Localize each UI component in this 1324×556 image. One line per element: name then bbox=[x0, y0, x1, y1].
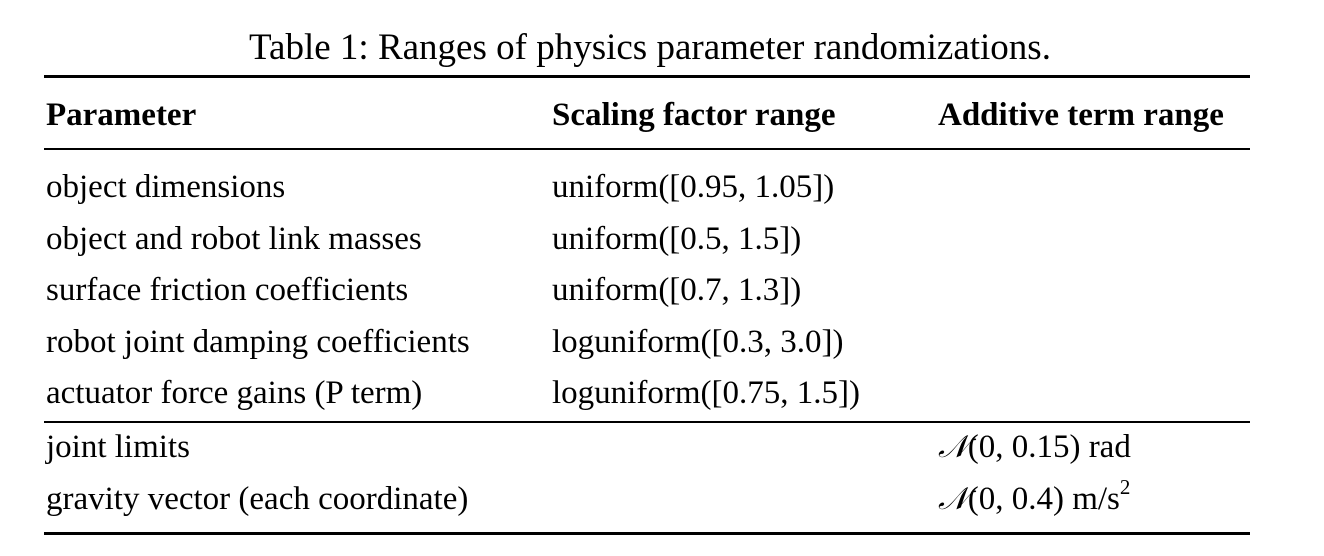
bottom-rule bbox=[44, 532, 1250, 535]
table-row-3-parameter: robot joint damping coefficients bbox=[46, 324, 470, 360]
header-parameter: Parameter bbox=[46, 97, 197, 133]
table-row-2-scaling: uniform([0.7, 1.3]) bbox=[552, 272, 802, 308]
table-row-6-parameter: gravity vector (each coordinate) bbox=[46, 481, 469, 517]
table-row-0-scaling: uniform([0.95, 1.05]) bbox=[552, 169, 835, 205]
normal-distribution-args: (0, 0.4) bbox=[967, 481, 1064, 517]
table-row-3-scaling: loguniform([0.3, 3.0]) bbox=[552, 324, 844, 360]
normal-distribution-args: (0, 0.15) bbox=[967, 429, 1081, 465]
table-row-5-additive: 𝒩(0, 0.15) rad bbox=[938, 425, 1131, 469]
mid-rule bbox=[44, 421, 1250, 423]
additive-unit: rad bbox=[1088, 429, 1131, 465]
table-row-0-parameter: object dimensions bbox=[46, 169, 286, 205]
top-rule bbox=[44, 75, 1250, 78]
additive-unit: m/s bbox=[1072, 481, 1120, 517]
table-row-4-parameter: actuator force gains (P term) bbox=[46, 375, 423, 411]
table-row-4-scaling: loguniform([0.75, 1.5]) bbox=[552, 375, 860, 411]
table-row-6-additive: 𝒩(0, 0.4) m/s2 bbox=[938, 477, 1130, 521]
table-row-1-scaling: uniform([0.5, 1.5]) bbox=[552, 221, 802, 257]
table-row-2-parameter: surface friction coefficients bbox=[46, 272, 409, 308]
normal-distribution-symbol: 𝒩 bbox=[938, 429, 968, 465]
additive-unit-exponent: 2 bbox=[1119, 475, 1131, 499]
normal-distribution-symbol: 𝒩 bbox=[938, 481, 968, 517]
header-scaling-factor-range: Scaling factor range bbox=[552, 97, 836, 133]
header-additive-term-range: Additive term range bbox=[938, 97, 1224, 133]
header-rule bbox=[44, 148, 1250, 150]
table-row-5-parameter: joint limits bbox=[46, 429, 190, 465]
table-caption: Table 1: Ranges of physics parameter ran… bbox=[249, 27, 1051, 68]
table-row-1-parameter: object and robot link masses bbox=[46, 221, 422, 257]
